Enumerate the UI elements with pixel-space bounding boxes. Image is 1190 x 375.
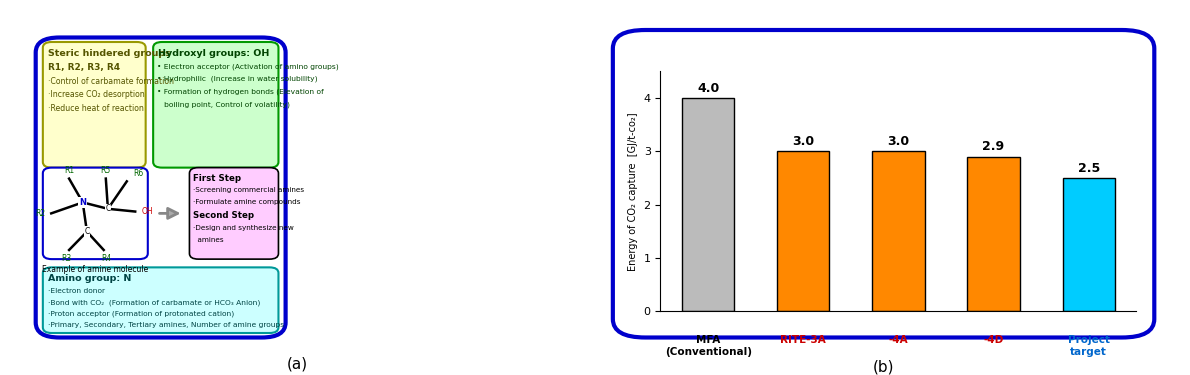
Text: MFA
(Conventional): MFA (Conventional) — [665, 335, 752, 357]
Text: ·Proton acceptor (Formation of protonated cation): ·Proton acceptor (Formation of protonate… — [48, 311, 234, 317]
Text: • Formation of hydrogen bonds (Elevation of: • Formation of hydrogen bonds (Elevation… — [157, 88, 324, 95]
FancyBboxPatch shape — [43, 42, 145, 168]
Text: boiling point, Control of volatility): boiling point, Control of volatility) — [157, 101, 289, 108]
Text: ·Primary, Secondary, Tertiary amines, Number of amine groups: ·Primary, Secondary, Tertiary amines, Nu… — [48, 322, 283, 328]
Text: 2.9: 2.9 — [983, 140, 1004, 153]
Text: R1, R2, R3, R4: R1, R2, R3, R4 — [48, 63, 120, 72]
Text: • Electron acceptor (Activation of amino groups): • Electron acceptor (Activation of amino… — [157, 63, 338, 69]
Text: ·Bond with CO₂  (Formation of carbamate or HCO₃ Anion): ·Bond with CO₂ (Formation of carbamate o… — [48, 299, 259, 306]
Y-axis label: Energy of CO₂ capture  [GJ/t-co₂]: Energy of CO₂ capture [GJ/t-co₂] — [628, 112, 638, 271]
FancyBboxPatch shape — [613, 30, 1154, 338]
Text: ·Screening commercial amines: ·Screening commercial amines — [193, 187, 305, 193]
Text: R3: R3 — [61, 254, 71, 263]
Text: C: C — [84, 227, 89, 236]
Text: R5: R5 — [101, 166, 111, 175]
Text: 4.0: 4.0 — [697, 82, 720, 95]
Text: C: C — [105, 204, 111, 213]
Text: 2.5: 2.5 — [1077, 162, 1100, 175]
Text: RITE-3A: RITE-3A — [781, 335, 826, 345]
Text: ·Control of carbamate formation: ·Control of carbamate formation — [48, 77, 174, 86]
Text: Amino group: N: Amino group: N — [48, 274, 131, 283]
Text: 3.0: 3.0 — [888, 135, 909, 148]
Bar — [872, 151, 925, 311]
Text: -4D: -4D — [983, 335, 1003, 345]
Text: R2: R2 — [36, 209, 45, 218]
Text: First Step: First Step — [193, 174, 242, 183]
FancyBboxPatch shape — [189, 168, 278, 259]
Bar — [967, 157, 1020, 311]
Bar — [1063, 178, 1115, 311]
Text: -4A: -4A — [889, 335, 908, 345]
Text: ·Increase CO₂ desorption: ·Increase CO₂ desorption — [48, 90, 144, 99]
Text: OH: OH — [142, 207, 152, 216]
Text: Steric hindered groups: Steric hindered groups — [48, 49, 170, 58]
Text: ·Electron donor: ·Electron donor — [48, 288, 105, 294]
Text: ·Formulate amine compounds: ·Formulate amine compounds — [193, 199, 301, 205]
FancyBboxPatch shape — [43, 168, 148, 259]
Text: amines: amines — [193, 237, 224, 243]
FancyBboxPatch shape — [43, 267, 278, 333]
Text: ·Design and synthesize new: ·Design and synthesize new — [193, 225, 294, 231]
Text: (b): (b) — [872, 359, 895, 374]
Text: Example of amine molecule: Example of amine molecule — [42, 265, 149, 274]
Text: Project
target: Project target — [1067, 335, 1109, 357]
Text: (a): (a) — [287, 356, 308, 371]
Text: Second Step: Second Step — [193, 211, 255, 220]
Text: 3.0: 3.0 — [793, 135, 814, 148]
Text: N: N — [80, 198, 86, 207]
Text: R4: R4 — [101, 254, 112, 263]
Text: • Hydrophilic  (Increase in water solubility): • Hydrophilic (Increase in water solubil… — [157, 76, 318, 82]
Text: Hydroxyl groups: OH: Hydroxyl groups: OH — [158, 49, 269, 58]
FancyBboxPatch shape — [154, 42, 278, 168]
Text: R6: R6 — [133, 169, 143, 178]
Text: ·Reduce heat of reaction: ·Reduce heat of reaction — [48, 104, 144, 112]
Text: R1: R1 — [64, 166, 74, 175]
FancyBboxPatch shape — [36, 38, 286, 338]
Bar — [682, 98, 734, 311]
Bar — [777, 151, 829, 311]
